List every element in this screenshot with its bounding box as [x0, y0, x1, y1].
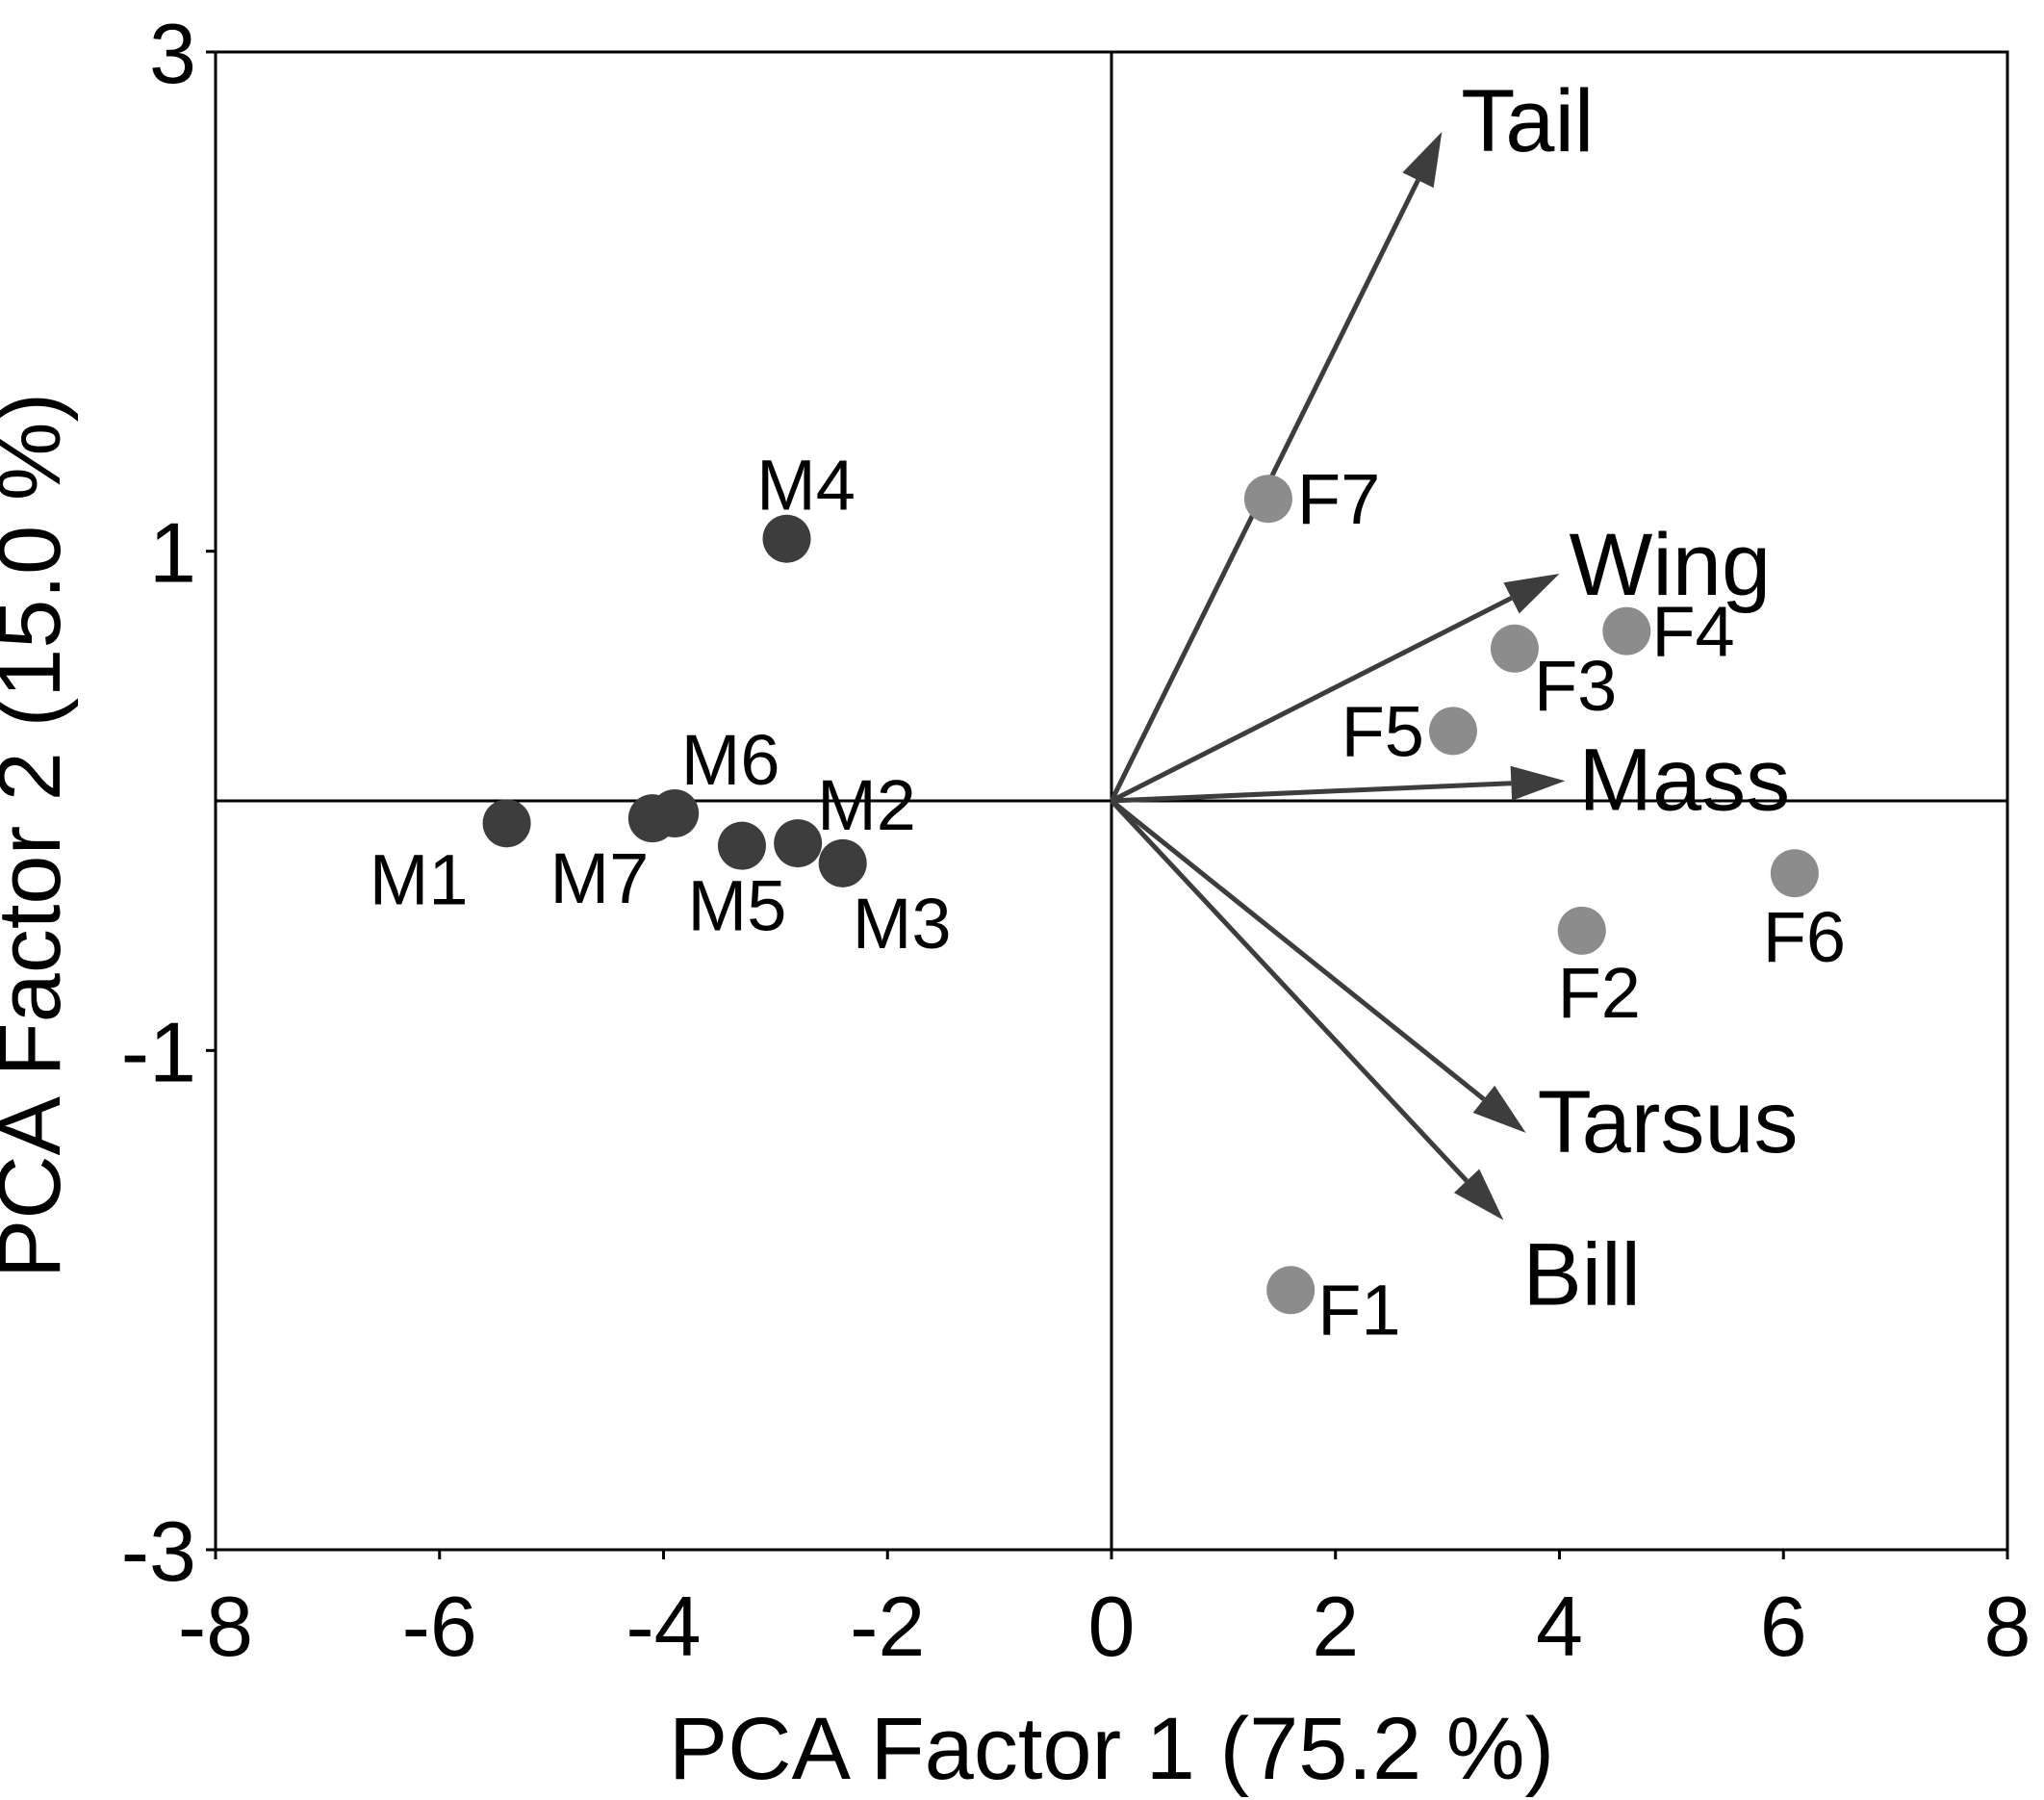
- point-label-m1: M1: [370, 839, 469, 919]
- x-axis-ticks: -8 -6 -4 -2 0 2 4 6 8: [178, 1550, 2031, 1674]
- y-axis-ticks: 3 1 -1 -3: [121, 6, 216, 1599]
- point-label-m5: M5: [688, 866, 787, 946]
- point-f2: [1557, 906, 1606, 955]
- x-axis-title: PCA Factor 1 (75.2 %): [669, 1700, 1554, 1798]
- point-f4: [1602, 606, 1651, 656]
- point-label-f5: F5: [1341, 691, 1424, 771]
- y-tick-label: 3: [149, 6, 196, 101]
- mass-vector-line: [1111, 781, 1512, 804]
- point-m5: [717, 821, 766, 870]
- x-tick-label: -4: [626, 1579, 701, 1674]
- point-label-m4: M4: [756, 446, 856, 526]
- point-label-m6: M6: [681, 720, 780, 800]
- bill-vector-arrowhead: [1453, 1169, 1504, 1221]
- y-tick-label: -3: [121, 1504, 196, 1599]
- mass-vector-label: Mass: [1578, 731, 1790, 829]
- point-label-f1: F1: [1317, 1270, 1400, 1350]
- point-m2: [774, 819, 823, 868]
- point-label-f3: F3: [1534, 646, 1617, 726]
- point-label-m3: M3: [853, 884, 952, 964]
- bill-vector-line: [1110, 799, 1469, 1183]
- x-tick-label: -6: [402, 1579, 477, 1674]
- x-tick-label: 6: [1760, 1579, 1807, 1674]
- y-tick-label: -1: [121, 1004, 196, 1099]
- point-label-f4: F4: [1651, 592, 1734, 672]
- point-label-m2: M2: [817, 765, 916, 845]
- x-tick-label: 2: [1312, 1579, 1359, 1674]
- point-m4: [762, 514, 811, 563]
- wing-vector-arrowhead: [1503, 574, 1560, 614]
- loading-vectors: Tail Wing Mass Tarsus Bill: [1109, 72, 1799, 1324]
- mass-vector-arrowhead: [1510, 765, 1566, 801]
- point-f5: [1428, 707, 1477, 756]
- point-label-f2: F2: [1558, 953, 1641, 1033]
- y-axis-title: PCA Factor 2 (15.0 %): [0, 393, 79, 1278]
- point-f7: [1243, 475, 1292, 524]
- tarsus-vector-line: [1110, 799, 1486, 1101]
- x-tick-label: -2: [850, 1579, 925, 1674]
- point-label-f7: F7: [1297, 459, 1380, 539]
- point-m1: [482, 799, 531, 848]
- tail-vector-label: Tail: [1461, 72, 1594, 170]
- wing-vector-label: Wing: [1570, 516, 1772, 614]
- point-f3: [1490, 624, 1539, 673]
- tarsus-vector-arrowhead: [1472, 1085, 1526, 1133]
- tarsus-vector-label: Tarsus: [1538, 1073, 1799, 1171]
- tail-vector-arrowhead: [1402, 131, 1443, 189]
- x-tick-label: 0: [1088, 1579, 1136, 1674]
- x-tick-label: 4: [1536, 1579, 1583, 1674]
- point-label-f6: F6: [1763, 897, 1846, 977]
- wing-vector-line: [1110, 596, 1513, 804]
- point-label-m7: M7: [549, 838, 649, 918]
- x-tick-label: 8: [1984, 1579, 2031, 1674]
- point-f1: [1266, 1266, 1316, 1315]
- score-points: M1 M2 M3 M4 M5 M6 M7 F1 F2 F3 F4 F5 F6 F7: [370, 446, 1846, 1350]
- bill-vector-label: Bill: [1522, 1226, 1641, 1324]
- point-f6: [1770, 849, 1819, 898]
- y-tick-label: 1: [149, 505, 196, 601]
- x-tick-label: -8: [178, 1579, 253, 1674]
- point-m7: [627, 794, 677, 843]
- point-m3: [818, 838, 867, 887]
